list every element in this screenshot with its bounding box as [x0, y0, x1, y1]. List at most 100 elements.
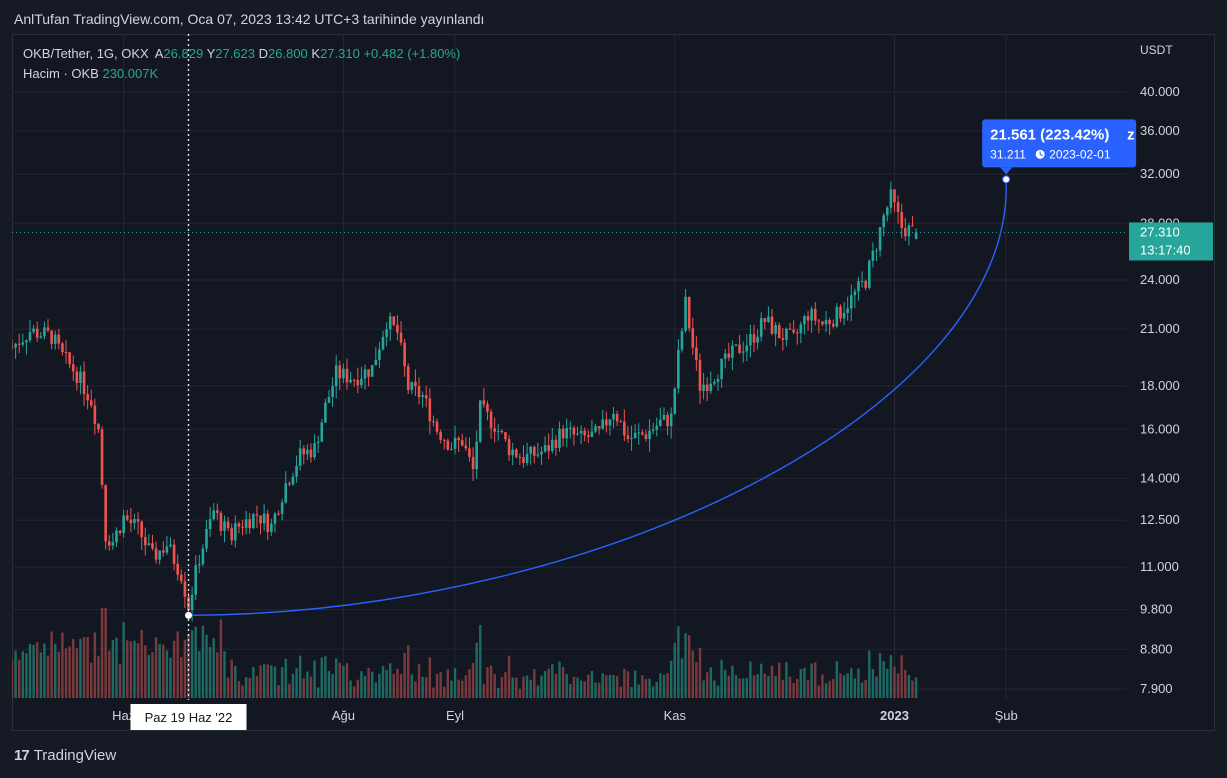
- candle: [496, 424, 500, 441]
- volume-bar: [39, 652, 43, 698]
- candle-body: [172, 544, 176, 564]
- volume-bar: [806, 680, 810, 698]
- volume-bar: [162, 644, 165, 698]
- candle: [194, 555, 198, 601]
- candle: [522, 445, 525, 468]
- candle-body: [61, 343, 64, 352]
- volume-bar: [288, 683, 291, 698]
- candle: [900, 203, 903, 239]
- candle-body: [291, 476, 295, 485]
- volume-bar: [814, 662, 817, 698]
- candle-body: [205, 529, 208, 549]
- candle-body: [107, 541, 111, 546]
- candle-body: [669, 413, 673, 427]
- volume-bar: [590, 670, 594, 698]
- volume-bar: [731, 665, 734, 698]
- candle-body: [151, 543, 154, 549]
- published-info: AnlTufan TradingView.com, Oca 07, 2023 1…: [14, 11, 485, 27]
- close-label: K: [311, 46, 321, 61]
- volume-bar: [518, 689, 522, 698]
- volume-label[interactable]: Hacim · OKB: [23, 66, 99, 81]
- candle-body: [266, 513, 270, 533]
- candle: [460, 433, 464, 447]
- volume-bar: [439, 672, 442, 698]
- candle-body: [158, 550, 161, 560]
- candle: [198, 554, 201, 574]
- candle: [734, 344, 738, 347]
- candles: [12, 181, 918, 622]
- candle: [601, 409, 605, 430]
- volume-bar: [911, 680, 914, 698]
- candle: [478, 400, 482, 443]
- candle: [846, 296, 849, 321]
- volume-bar: [298, 655, 302, 698]
- candle: [597, 425, 601, 435]
- candle-body: [244, 519, 248, 528]
- volume-bar: [792, 683, 795, 698]
- volume-bar: [111, 640, 115, 698]
- candle-body: [35, 328, 39, 338]
- volume-bar: [154, 637, 158, 698]
- candle-body: [342, 368, 345, 379]
- candle-body: [882, 215, 885, 228]
- candle: [381, 330, 385, 351]
- volume-bar: [248, 678, 251, 698]
- volume-bar: [82, 637, 86, 698]
- volume-bar: [244, 677, 248, 698]
- volume-bar: [435, 673, 439, 698]
- volume-bar: [345, 663, 349, 698]
- volume-bar: [482, 683, 486, 698]
- change-value: +0.482 (+1.80%): [363, 46, 461, 61]
- candle-body: [662, 414, 666, 420]
- volume-bar: [252, 667, 255, 698]
- candle-body: [641, 432, 644, 435]
- candle: [781, 328, 785, 351]
- volume-bar: [64, 648, 68, 698]
- candle: [352, 378, 356, 387]
- candle: [875, 248, 878, 262]
- candle: [399, 321, 403, 346]
- symbol-label[interactable]: OKB/Tether, 1G, OKX: [23, 46, 149, 61]
- volume-bar: [788, 676, 792, 698]
- candle: [161, 541, 165, 557]
- candle-body: [403, 342, 406, 367]
- candle-body: [756, 336, 759, 343]
- candle-body: [659, 419, 662, 426]
- volume-bar: [471, 663, 475, 698]
- candle: [788, 322, 792, 330]
- volume-bar: [511, 677, 514, 698]
- candle: [569, 421, 572, 439]
- volume-bar: [428, 657, 432, 698]
- candle-body: [450, 448, 453, 450]
- volume-bar: [414, 681, 417, 698]
- volume-bar: [543, 670, 547, 698]
- price-tick-label: 12.500: [1140, 512, 1180, 527]
- price-chart[interactable]: 21.561 (223.42%) z 31.211 2023-02-01 USDT 40.…: [12, 34, 1215, 731]
- volume-bar: [900, 655, 903, 698]
- candle-body: [583, 430, 587, 436]
- candle-body: [817, 320, 821, 322]
- candle-body: [637, 432, 641, 434]
- candle: [140, 520, 143, 550]
- candle: [529, 445, 532, 465]
- volume-bar: [425, 677, 428, 698]
- volume-bar: [421, 676, 424, 698]
- candle: [201, 544, 205, 567]
- candle-body: [507, 439, 511, 456]
- candle-body: [352, 379, 356, 381]
- candle-body: [907, 225, 911, 237]
- candle-body: [709, 383, 713, 392]
- volume-bar: [742, 678, 745, 698]
- candle-body: [835, 306, 839, 327]
- candle-body: [439, 431, 442, 440]
- candle: [179, 569, 183, 585]
- publish-bar: AnlTufan TradingView.com, Oca 07, 2023 1…: [0, 0, 1227, 34]
- candle-body: [875, 250, 878, 252]
- volume-bar: [738, 678, 741, 698]
- candle-body: [446, 440, 450, 450]
- candle-body: [842, 312, 846, 319]
- candle: [169, 537, 172, 548]
- volume-bar: [21, 651, 25, 698]
- volume-bar: [907, 674, 911, 698]
- volume-bar: [561, 667, 565, 698]
